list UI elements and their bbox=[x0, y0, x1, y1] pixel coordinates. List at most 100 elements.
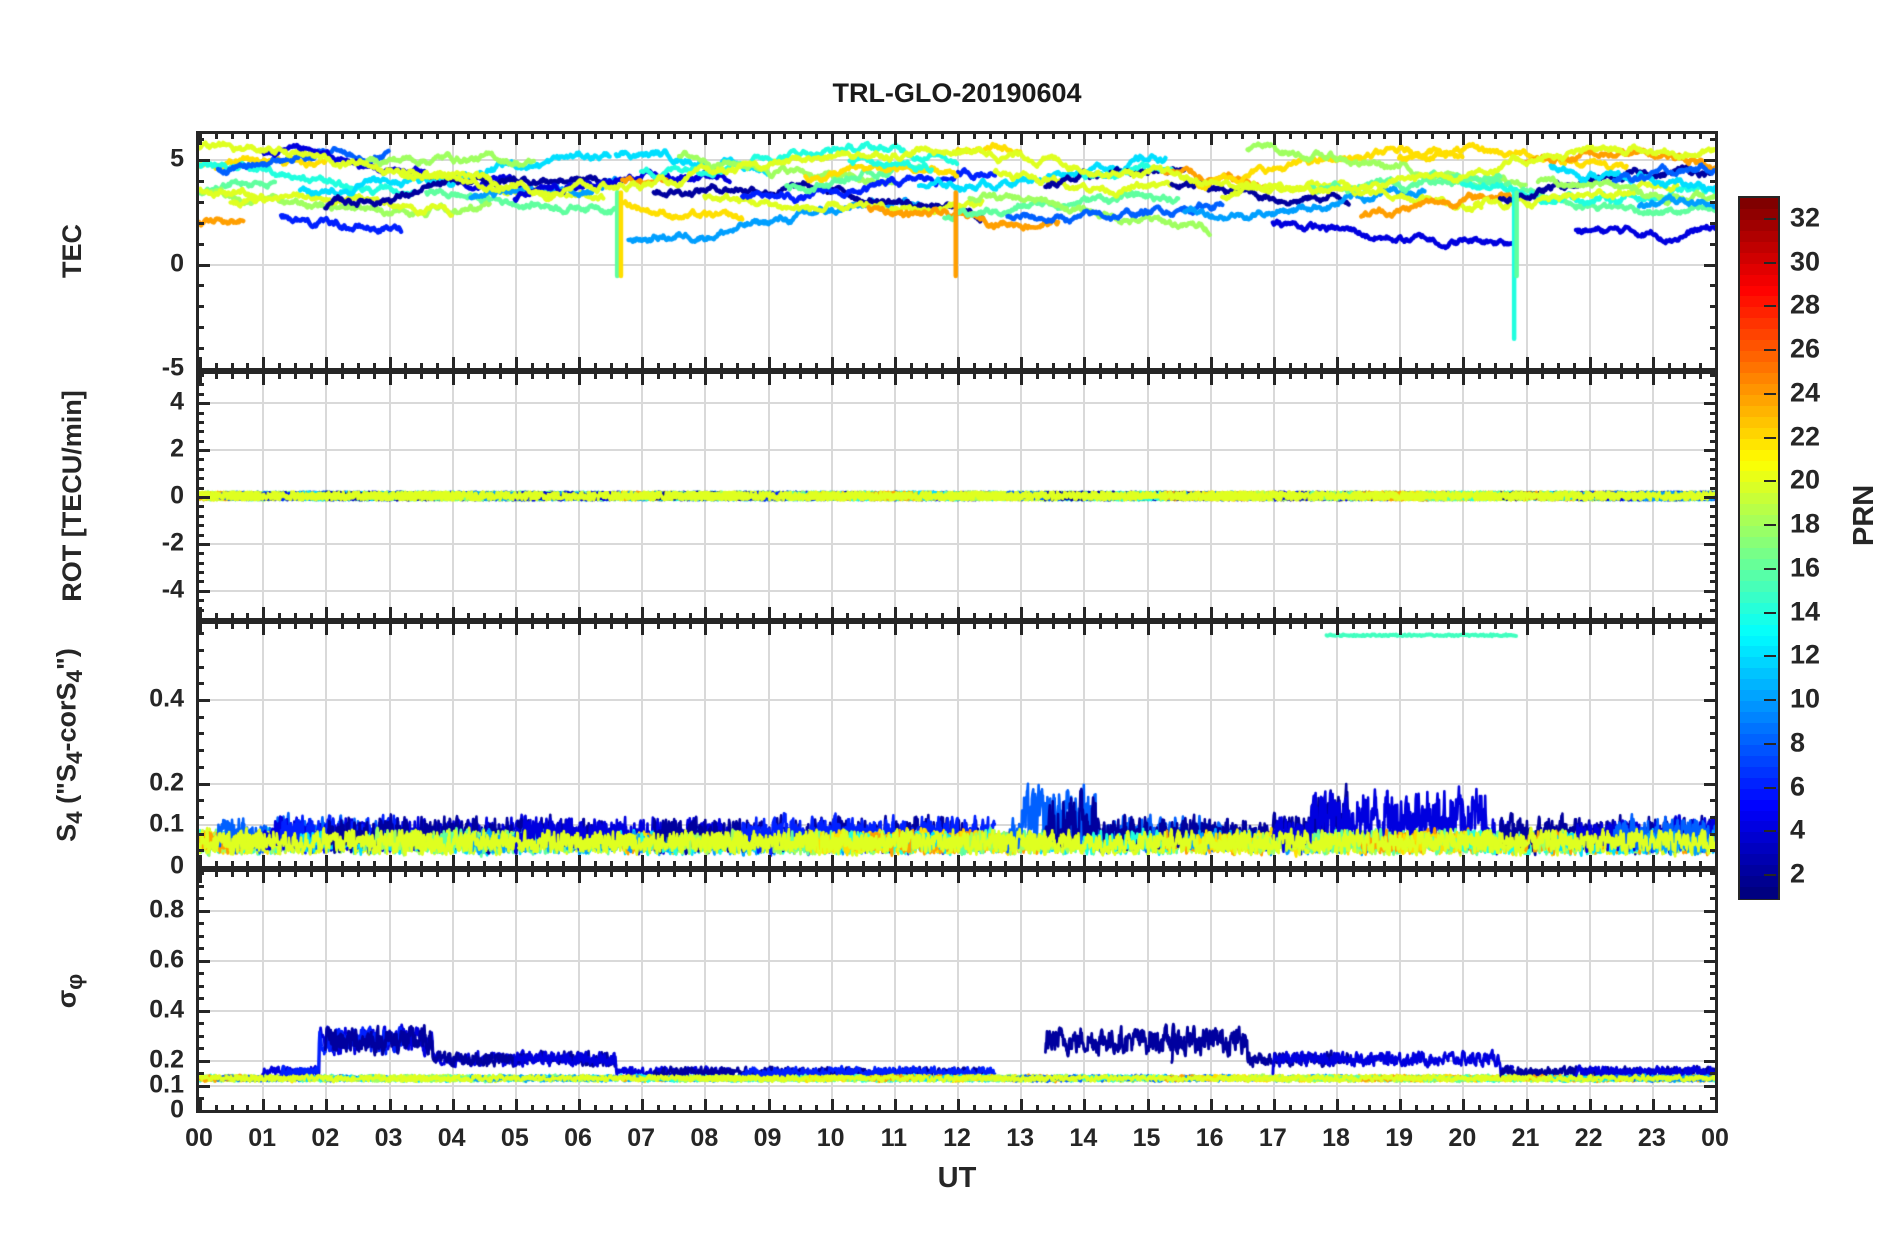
x-axis-tick bbox=[878, 371, 882, 379]
x-axis-tick bbox=[846, 363, 850, 371]
x-axis-tick bbox=[1336, 855, 1339, 869]
colorbar-tick-label: 32 bbox=[1790, 202, 1821, 233]
x-axis-tick bbox=[957, 131, 960, 145]
x-axis-tick bbox=[1193, 371, 1197, 379]
x-tick-label: 01 bbox=[248, 1124, 277, 1152]
x-axis-tick bbox=[467, 613, 471, 621]
x-axis-tick bbox=[941, 613, 945, 621]
x-axis-tick bbox=[1367, 1105, 1371, 1113]
x-axis-tick bbox=[1651, 869, 1655, 883]
colorbar-segment bbox=[1740, 504, 1778, 517]
x-axis-tick bbox=[420, 363, 424, 371]
y-axis-tick bbox=[196, 884, 204, 888]
colorbar-segment bbox=[1740, 405, 1778, 419]
x-axis-tick bbox=[704, 357, 708, 371]
x-axis-tick bbox=[435, 621, 439, 629]
x-axis-tick bbox=[451, 371, 455, 385]
x-axis-tick bbox=[1414, 861, 1418, 869]
x-axis-tick bbox=[514, 371, 518, 385]
colorbar-tick-label: 26 bbox=[1790, 333, 1821, 364]
x-axis-tick bbox=[1162, 869, 1166, 877]
x-axis-tick bbox=[878, 621, 882, 629]
x-axis-tick bbox=[325, 131, 329, 145]
x-axis-tick bbox=[1430, 861, 1434, 869]
x-axis-tick bbox=[1430, 621, 1434, 629]
x-axis-tick bbox=[1699, 869, 1703, 877]
x-axis-tick bbox=[1004, 613, 1008, 621]
x-axis-tick bbox=[1209, 371, 1213, 385]
x-axis-tick bbox=[814, 869, 818, 877]
x-tick-label: 06 bbox=[564, 1124, 592, 1152]
y-axis-tick bbox=[1710, 524, 1718, 528]
x-axis-tick bbox=[720, 1105, 724, 1113]
x-axis-tick bbox=[1146, 621, 1150, 635]
x-axis-tick bbox=[1683, 869, 1687, 877]
x-axis-tick bbox=[1193, 363, 1197, 371]
x-axis-tick bbox=[499, 613, 503, 621]
colorbar-tick-label: 30 bbox=[1790, 246, 1821, 277]
x-axis-tick bbox=[483, 131, 487, 139]
y-axis-tick bbox=[1710, 305, 1718, 309]
colorbar-tick bbox=[1764, 524, 1776, 527]
y-tick-label: 2 bbox=[170, 434, 184, 463]
colorbar-tick bbox=[1764, 611, 1776, 614]
x-axis-tick bbox=[277, 131, 281, 139]
x-axis-tick bbox=[751, 363, 755, 371]
x-axis-tick bbox=[1351, 131, 1355, 139]
x-axis-tick bbox=[341, 861, 345, 869]
x-axis-tick bbox=[420, 613, 424, 621]
x-axis-tick bbox=[1162, 861, 1166, 869]
x-axis-tick bbox=[262, 131, 266, 145]
x-axis-tick bbox=[751, 1105, 755, 1113]
x-axis-tick bbox=[1099, 621, 1103, 629]
x-axis-tick bbox=[1351, 861, 1355, 869]
x-axis-tick bbox=[1051, 613, 1055, 621]
x-axis-tick bbox=[1336, 357, 1339, 371]
y-axis-tick bbox=[1710, 552, 1718, 556]
y-axis-tick bbox=[1710, 632, 1718, 636]
colorbar-tick-label: 12 bbox=[1790, 639, 1821, 670]
x-axis-tick bbox=[483, 621, 487, 629]
x-axis-tick bbox=[1446, 621, 1450, 629]
x-axis-tick bbox=[1225, 869, 1229, 877]
x-axis-tick bbox=[1193, 861, 1197, 869]
prn-colorbar[interactable] bbox=[1738, 196, 1780, 900]
x-axis-tick bbox=[1683, 363, 1687, 371]
x-axis-tick bbox=[1272, 855, 1276, 869]
x-tick-label: 09 bbox=[753, 1124, 782, 1152]
x-axis-tick bbox=[830, 869, 834, 883]
x-axis-tick bbox=[341, 363, 345, 371]
x-axis-tick bbox=[293, 363, 297, 371]
colorbar-segment bbox=[1740, 526, 1778, 539]
x-axis-tick bbox=[230, 131, 234, 139]
x-axis-tick bbox=[578, 371, 581, 385]
x-axis-tick bbox=[578, 1099, 581, 1113]
x-axis-tick bbox=[1257, 869, 1261, 877]
y-axis-tick bbox=[1710, 420, 1718, 424]
x-axis-tick bbox=[893, 357, 897, 371]
x-axis-tick bbox=[1462, 371, 1466, 385]
x-axis-tick bbox=[1241, 363, 1245, 371]
x-axis-tick bbox=[1588, 855, 1592, 869]
x-axis-tick bbox=[356, 1105, 360, 1113]
x-axis-tick bbox=[1162, 621, 1166, 629]
x-axis-tick bbox=[751, 371, 755, 379]
x-axis-tick bbox=[404, 869, 408, 877]
x-axis-tick bbox=[1004, 1105, 1008, 1113]
x-axis-tick bbox=[372, 371, 376, 379]
x-axis-tick bbox=[1715, 357, 1718, 371]
x-axis-tick bbox=[751, 613, 755, 621]
x-axis-tick bbox=[656, 621, 660, 629]
x-axis-tick bbox=[546, 621, 550, 629]
x-axis-tick bbox=[1320, 371, 1324, 379]
colorbar-segment bbox=[1740, 482, 1778, 495]
x-axis-tick bbox=[404, 613, 408, 621]
y-axis-tick bbox=[196, 347, 204, 351]
x-axis-tick bbox=[1288, 1105, 1292, 1113]
x-axis-tick bbox=[1683, 371, 1687, 379]
x-axis-tick bbox=[846, 613, 850, 621]
x-axis-tick bbox=[277, 861, 281, 869]
x-axis-tick bbox=[1715, 371, 1718, 385]
x-axis-tick bbox=[562, 371, 566, 379]
y-axis-tick bbox=[1704, 1110, 1718, 1113]
